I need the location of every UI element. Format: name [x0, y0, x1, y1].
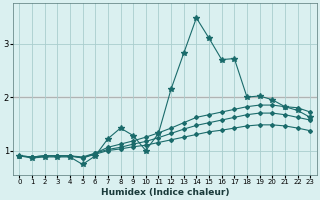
X-axis label: Humidex (Indice chaleur): Humidex (Indice chaleur) [100, 188, 229, 197]
